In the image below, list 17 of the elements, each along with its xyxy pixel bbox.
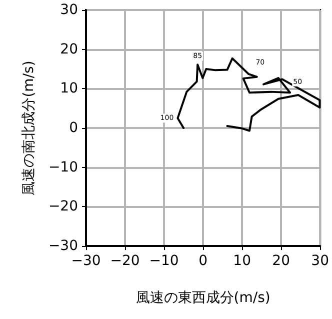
x-tick-label: 20 — [272, 253, 290, 269]
line-series — [176, 57, 321, 132]
x-tick-label: 10 — [233, 253, 251, 269]
x-tick-label: −10 — [149, 253, 179, 269]
x-tick-label: 30 — [311, 253, 330, 269]
y-tick-label: 20 — [60, 41, 78, 58]
x-axis-title: 風速の東西成分(m/s) — [136, 290, 270, 306]
x-tick-label: −20 — [110, 253, 140, 269]
y-tick-label: 30 — [60, 2, 78, 18]
y-tick-label: −20 — [48, 198, 78, 215]
y-tick-label: −30 — [48, 238, 78, 254]
y-axis-title: 風速の南北成分(m/s) — [21, 60, 37, 196]
y-tick-label: 0 — [69, 120, 78, 136]
x-tick-label: −30 — [71, 253, 101, 269]
y-tick-label: 10 — [60, 80, 78, 97]
y-tick-label: −10 — [48, 159, 78, 176]
x-tick-label: 0 — [198, 253, 208, 269]
